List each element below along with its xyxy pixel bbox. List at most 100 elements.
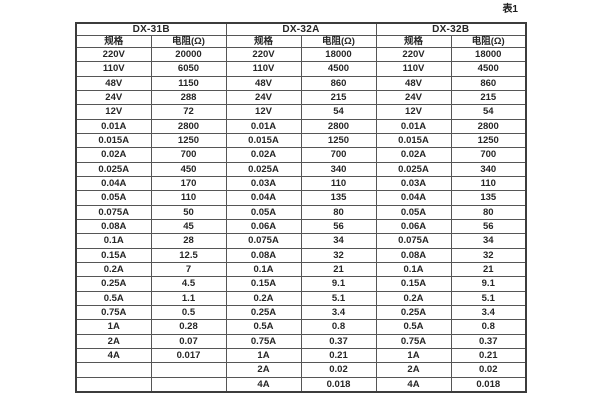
table-row: 2A 0.07 0.75A 0.37 0.75A 0.37 xyxy=(75,333,527,349)
spec-cell: 24V xyxy=(225,89,302,106)
resistance-cell: 28 xyxy=(150,233,227,249)
resistance-cell: 2800 xyxy=(300,118,377,134)
spec-cell: 48V xyxy=(225,75,302,91)
table-row: 0.015A 1250 0.015A 1250 0.015A 1250 xyxy=(75,132,527,149)
resistance-cell: 1250 xyxy=(300,132,377,149)
spec-cell: 0.015A xyxy=(225,132,302,149)
resistance-cell: 7 xyxy=(150,261,227,278)
table-row: 4A 0.018 4A 0.018 xyxy=(75,376,527,393)
table-row: 0.025A 450 0.025A 340 0.025A 340 xyxy=(75,161,527,177)
resistance-cell: 0.02 xyxy=(300,362,377,378)
spec-cell: 0.04A xyxy=(225,190,302,206)
spec-cell: 0.02A xyxy=(75,147,152,163)
spec-cell: 0.05A xyxy=(375,204,452,220)
resistance-cell: 0.37 xyxy=(300,333,377,349)
table-row: 1A 0.28 0.5A 0.8 0.5A 0.8 xyxy=(75,319,527,335)
resistance-cell: 170 xyxy=(150,175,227,192)
table-row: 0.04A 170 0.03A 110 0.03A 110 xyxy=(75,175,527,192)
resistance-cell: 12.5 xyxy=(150,247,227,263)
spec-cell: 0.5A xyxy=(375,319,452,335)
table-row: 24V 288 24V 215 24V 215 xyxy=(75,89,527,106)
resistance-cell xyxy=(150,362,227,378)
spec-cell: 48V xyxy=(75,75,152,91)
resistance-cell: 288 xyxy=(150,89,227,106)
resistance-cell: 3.4 xyxy=(300,304,377,321)
resistance-cell: 50 xyxy=(150,204,227,220)
spec-cell: 0.15A xyxy=(75,247,152,263)
resistance-cell: 860 xyxy=(450,75,527,91)
resistance-spec-table: DX-31B DX-32A DX-32B 规格 电阻(Ω) 规格 电阻(Ω) 规格 电阻(Ω) … xyxy=(75,22,527,393)
spec-cell: 0.1A xyxy=(75,233,152,249)
resistance-cell: 9.1 xyxy=(450,276,527,292)
spec-cell: 0.075A xyxy=(225,233,302,249)
resistance-cell: 80 xyxy=(450,204,527,220)
resistance-cell: 110 xyxy=(450,175,527,192)
resistance-cell: 45 xyxy=(150,218,227,235)
spec-cell: 220V xyxy=(75,46,152,63)
spec-column-header: 规格 xyxy=(75,35,152,48)
spec-cell: 0.04A xyxy=(375,190,452,206)
resistance-cell: 0.02 xyxy=(450,362,527,378)
column-header-row: 规格 电阻(Ω) 规格 电阻(Ω) 规格 电阻(Ω) xyxy=(75,35,527,48)
resistance-cell: 21 xyxy=(300,261,377,278)
resistance-cell: 0.018 xyxy=(300,376,377,393)
resistance-cell: 0.07 xyxy=(150,333,227,349)
resistance-cell: 1150 xyxy=(150,75,227,91)
spec-column-header: 规格 xyxy=(375,35,452,48)
spec-cell: 220V xyxy=(375,46,452,63)
table-body: 220V 20000 220V 18000 220V 18000 110V 6050 110V 4… xyxy=(75,46,527,393)
spec-cell: 110V xyxy=(225,61,302,77)
spec-cell: 0.2A xyxy=(75,261,152,278)
table-head: DX-31B DX-32A DX-32B 规格 电阻(Ω) 规格 电阻(Ω) 规格 电阻(Ω) xyxy=(75,22,527,48)
resistance-cell: 110 xyxy=(150,190,227,206)
spec-cell: 0.01A xyxy=(75,118,152,134)
table-row: 0.1A 28 0.075A 34 0.075A 34 xyxy=(75,233,527,249)
spec-cell: 0.02A xyxy=(375,147,452,163)
resistance-cell: 700 xyxy=(450,147,527,163)
resistance-cell: 34 xyxy=(450,233,527,249)
resistance-cell: 215 xyxy=(300,89,377,106)
group-title: DX-31B xyxy=(75,22,227,36)
resistance-cell: 1250 xyxy=(150,132,227,149)
spec-cell: 0.2A xyxy=(225,290,302,306)
spec-cell: 0.04A xyxy=(75,175,152,192)
table-row: 220V 20000 220V 18000 220V 18000 xyxy=(75,46,527,63)
resistance-cell: 110 xyxy=(300,175,377,192)
spec-cell: 0.05A xyxy=(225,204,302,220)
resistance-cell: 6050 xyxy=(150,61,227,77)
resistance-cell: 0.5 xyxy=(150,304,227,321)
spec-cell: 1A xyxy=(75,319,152,335)
spec-cell xyxy=(75,376,152,393)
resistance-cell: 0.8 xyxy=(300,319,377,335)
group-title-row: DX-31B DX-32A DX-32B xyxy=(75,22,527,36)
resistance-cell: 34 xyxy=(300,233,377,249)
table-row: 0.05A 110 0.04A 135 0.04A 135 xyxy=(75,190,527,206)
resistance-cell: 0.8 xyxy=(450,319,527,335)
resistance-cell: 5.1 xyxy=(450,290,527,306)
table-row: 12V 72 12V 54 12V 54 xyxy=(75,104,527,120)
resistance-cell: 0.017 xyxy=(150,347,227,364)
spec-cell: 0.15A xyxy=(225,276,302,292)
resistance-cell: 135 xyxy=(300,190,377,206)
group-title: DX-32B xyxy=(375,22,527,36)
resistance-cell: 700 xyxy=(150,147,227,163)
resistance-cell: 1250 xyxy=(450,132,527,149)
spec-cell: 2A xyxy=(225,362,302,378)
spec-cell: 0.025A xyxy=(375,161,452,177)
spec-cell: 0.08A xyxy=(375,247,452,263)
table-row: 0.15A 12.5 0.08A 32 0.08A 32 xyxy=(75,247,527,263)
table-row: 0.08A 45 0.06A 56 0.06A 56 xyxy=(75,218,527,235)
spec-cell: 0.06A xyxy=(375,218,452,235)
spec-cell: 0.01A xyxy=(375,118,452,134)
spec-cell: 4A xyxy=(75,347,152,364)
spec-cell: 110V xyxy=(75,61,152,77)
spec-cell: 0.2A xyxy=(375,290,452,306)
resistance-cell: 72 xyxy=(150,104,227,120)
resistance-cell: 54 xyxy=(450,104,527,120)
spec-cell: 0.25A xyxy=(225,304,302,321)
spec-cell: 0.5A xyxy=(75,290,152,306)
spec-cell xyxy=(75,362,152,378)
resistance-column-header: 电阻(Ω) xyxy=(150,35,227,48)
spec-cell: 0.75A xyxy=(375,333,452,349)
resistance-cell: 54 xyxy=(300,104,377,120)
